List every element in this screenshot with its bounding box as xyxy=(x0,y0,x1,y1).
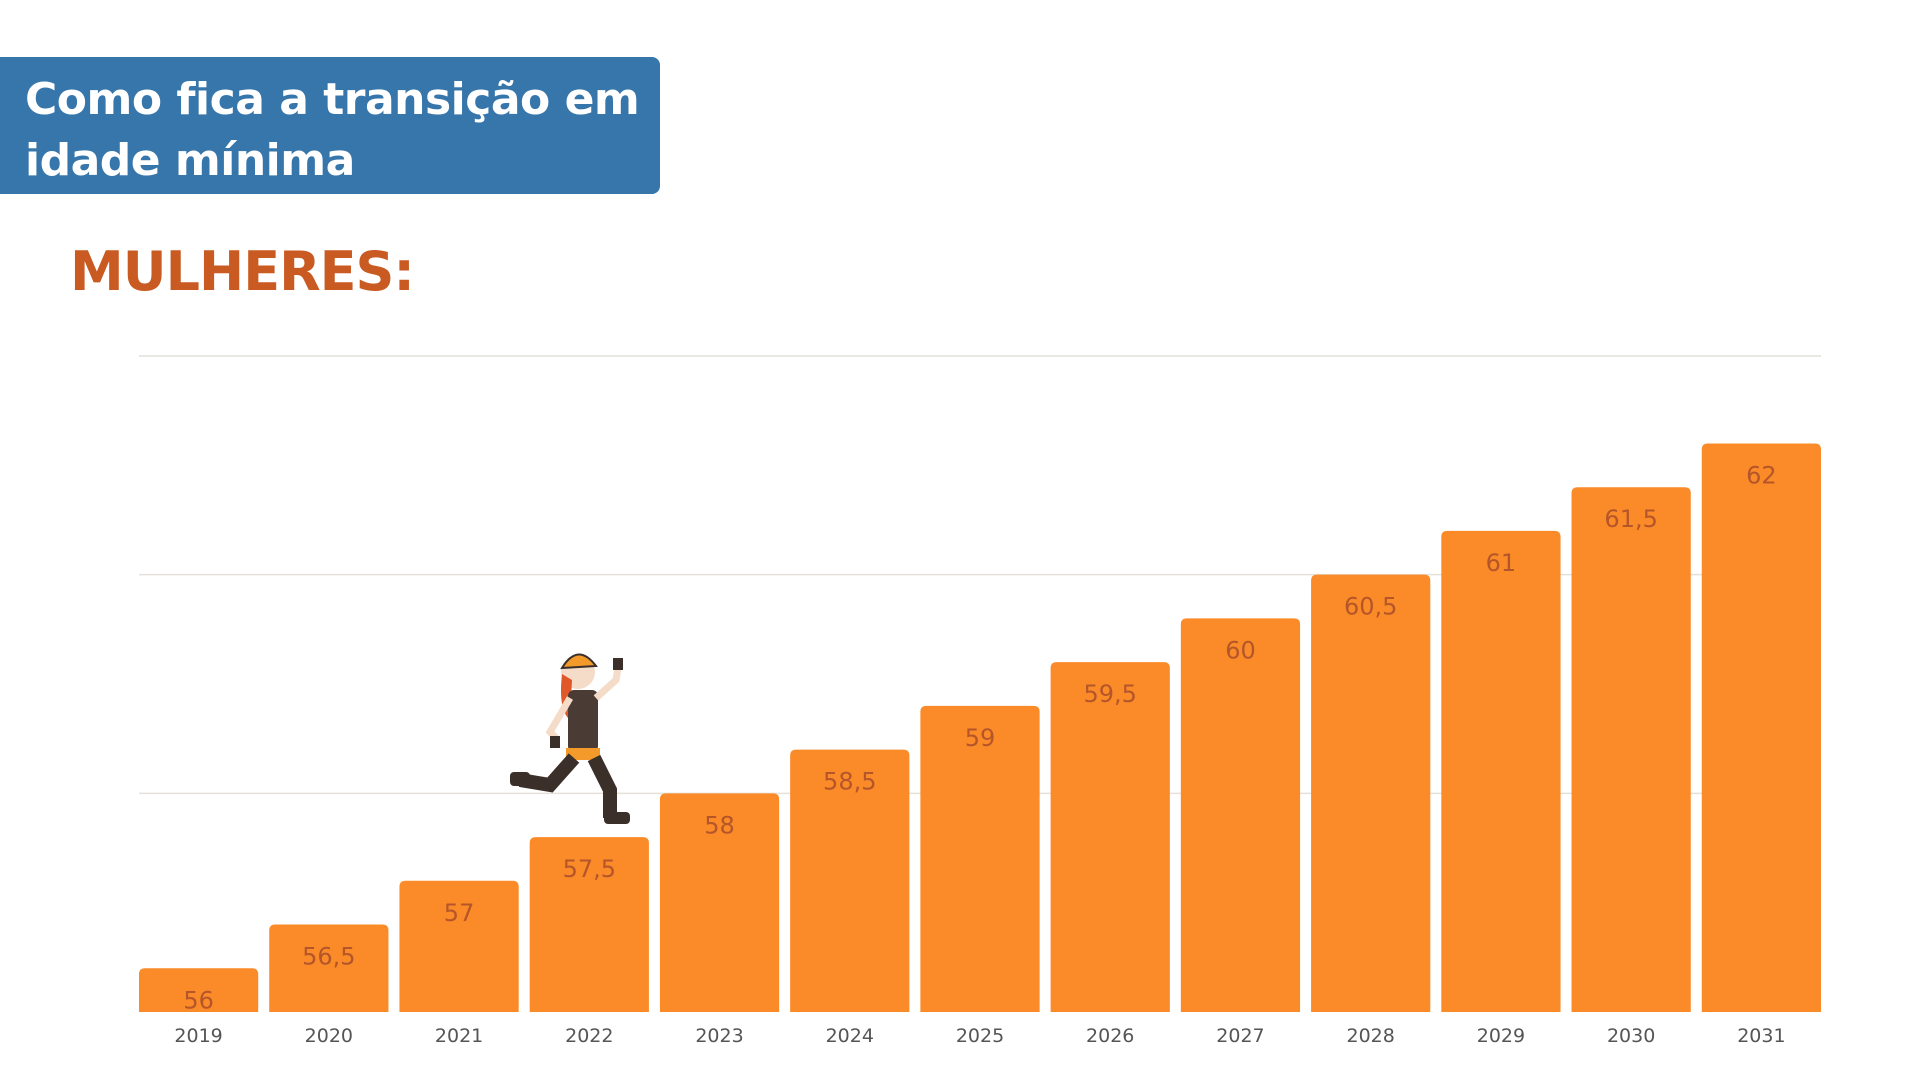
value-label: 56,5 xyxy=(302,943,355,971)
value-label: 59 xyxy=(965,724,996,752)
bar-2025 xyxy=(920,705,1040,1012)
x-tick-label: 2026 xyxy=(1086,1025,1134,1047)
x-tick-label: 2024 xyxy=(826,1025,874,1047)
value-label: 58 xyxy=(704,811,735,839)
title-line-1: Como fica a transição em xyxy=(25,74,640,125)
value-label: 57,5 xyxy=(563,855,616,883)
bar-2019 xyxy=(139,968,259,1012)
x-tick-label: 2019 xyxy=(174,1025,222,1047)
x-tick-label: 2021 xyxy=(435,1025,483,1047)
value-label: 59,5 xyxy=(1084,680,1137,708)
bar-2027 xyxy=(1180,618,1301,1012)
x-tick-label: 2023 xyxy=(695,1025,743,1047)
bar-2031 xyxy=(1701,443,1821,1012)
value-label: 61,5 xyxy=(1604,505,1657,533)
bar-2029 xyxy=(1441,530,1561,1012)
x-tick-label: 2030 xyxy=(1607,1025,1655,1047)
value-label: 58,5 xyxy=(823,768,876,796)
x-tick-label: 2027 xyxy=(1216,1025,1264,1047)
bar-2026 xyxy=(1050,662,1170,1012)
x-tick-label: 2020 xyxy=(305,1025,353,1047)
bars xyxy=(139,443,1821,1012)
title-banner: Como fica a transição em idade mínima pr… xyxy=(0,57,660,247)
value-label: 60 xyxy=(1225,636,1256,664)
bar-2021 xyxy=(399,880,519,1012)
x-tick-label: 2022 xyxy=(565,1025,613,1047)
running-worker-illustration xyxy=(510,653,630,824)
value-label: 61 xyxy=(1486,549,1517,577)
x-tick-label: 2028 xyxy=(1347,1025,1395,1047)
bar-2030 xyxy=(1571,487,1691,1012)
bar-2020 xyxy=(269,924,389,1012)
bar-2028 xyxy=(1311,574,1431,1012)
x-tick-labels: 2019 2020 2021 2022 2023 2024 2025 2026 2027 2028… xyxy=(174,1025,1785,1047)
value-label: 62 xyxy=(1746,461,1777,489)
x-tick-label: 2029 xyxy=(1477,1025,1525,1047)
value-labels: 56 56,5 57 57,5 58 58,5 59 59,5 60 60,5 61 61,5 62 xyxy=(183,461,1776,1014)
subtitle: MULHERES: xyxy=(70,240,415,303)
x-tick-label: 2031 xyxy=(1737,1025,1785,1047)
value-label: 60,5 xyxy=(1344,593,1397,621)
bar-2023 xyxy=(659,793,780,1012)
value-label: 57 xyxy=(444,899,475,927)
value-label: 56 xyxy=(183,986,214,1014)
title-line-2: idade mínima progressiva? xyxy=(25,135,355,247)
bar-2024 xyxy=(790,749,910,1012)
bar-2022 xyxy=(529,837,649,1012)
x-tick-label: 2025 xyxy=(956,1025,1004,1047)
